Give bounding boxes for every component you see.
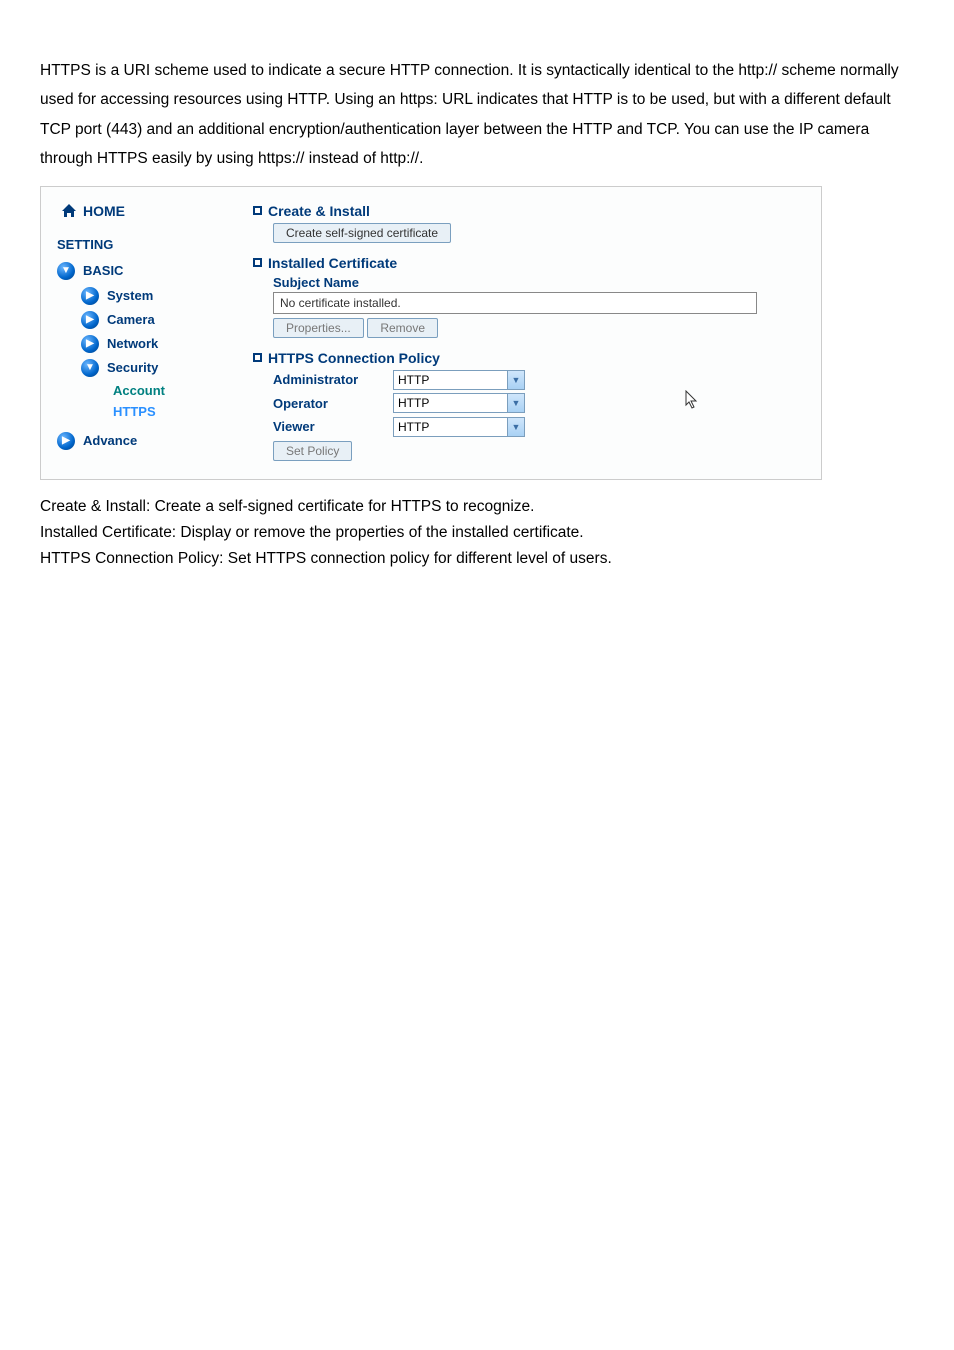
policy-row-operator: Operator HTTP ▼ [273,392,809,415]
viewer-select-value: HTTP [394,420,507,434]
nav-camera[interactable]: ▶ Camera [41,308,247,332]
no-cert-text: No certificate installed. [280,296,401,310]
set-policy-button[interactable]: Set Policy [273,441,352,461]
subject-name-label: Subject Name [273,275,809,290]
home-icon [61,204,77,218]
bullet-icon [253,353,262,362]
setting-heading: SETTING [41,237,247,258]
operator-select[interactable]: HTTP ▼ [393,393,525,413]
properties-button[interactable]: Properties... [273,318,364,338]
chevron-down-icon: ▼ [507,394,524,412]
page: HTTPS is a URI scheme used to indicate a… [0,0,954,613]
content-area: Create & Install Create self-signed cert… [247,187,821,479]
nav-https[interactable]: HTTPS [41,401,247,422]
chevron-down-icon: ▼ [81,359,99,377]
nav-advance-label: Advance [83,433,137,448]
nav-basic-label: BASIC [83,263,123,278]
bullet-icon [253,206,262,215]
nav-security[interactable]: ▼ Security [41,356,247,380]
nav-security-label: Security [107,360,158,375]
chevron-right-icon: ▶ [81,335,99,353]
nav-system-label: System [107,288,153,303]
remove-button[interactable]: Remove [367,318,438,338]
create-install-heading: Create & Install [253,203,809,219]
chevron-right-icon: ▶ [81,311,99,329]
chevron-down-icon: ▼ [507,371,524,389]
desc-create-install: Create & Install: Create a self-signed c… [40,494,914,520]
admin-select[interactable]: HTTP ▼ [393,370,525,390]
policy-row-admin: Administrator HTTP ▼ [273,370,809,390]
nav-advance[interactable]: ▶ Advance [41,428,247,454]
desc-installed-cert: Installed Certificate: Display or remove… [40,520,914,546]
nav-camera-label: Camera [107,312,155,327]
nav-account[interactable]: Account [41,380,247,401]
https-policy-label: HTTPS Connection Policy [268,350,440,366]
home-label: HOME [83,203,125,219]
viewer-label: Viewer [273,419,393,434]
desc-https-policy: HTTPS Connection Policy: Set HTTPS conne… [40,546,914,572]
installed-cert-label: Installed Certificate [268,255,397,271]
create-certificate-button[interactable]: Create self-signed certificate [273,223,451,243]
admin-select-value: HTTP [394,373,507,387]
certificate-status: No certificate installed. [273,292,757,314]
nav-system[interactable]: ▶ System [41,284,247,308]
operator-select-value: HTTP [394,396,507,410]
chevron-right-icon: ▶ [57,432,75,450]
policy-row-viewer: Viewer HTTP ▼ [273,417,809,437]
installed-cert-heading: Installed Certificate [253,255,809,271]
nav-network[interactable]: ▶ Network [41,332,247,356]
create-install-label: Create & Install [268,203,370,219]
home-link[interactable]: HOME [41,203,247,237]
sidebar: HOME SETTING ▼ BASIC ▶ System ▶ Camera ▶… [41,187,247,479]
operator-label: Operator [273,396,393,411]
chevron-down-icon: ▼ [57,262,75,280]
admin-label: Administrator [273,372,393,387]
chevron-right-icon: ▶ [81,287,99,305]
nav-basic[interactable]: ▼ BASIC [41,258,247,284]
nav-network-label: Network [107,336,158,351]
https-policy-heading: HTTPS Connection Policy [253,350,809,366]
chevron-down-icon: ▼ [507,418,524,436]
intro-paragraph: HTTPS is a URI scheme used to indicate a… [40,56,914,174]
bullet-icon [253,258,262,267]
viewer-select[interactable]: HTTP ▼ [393,417,525,437]
settings-panel: HOME SETTING ▼ BASIC ▶ System ▶ Camera ▶… [40,186,822,480]
cursor-icon [685,390,699,413]
